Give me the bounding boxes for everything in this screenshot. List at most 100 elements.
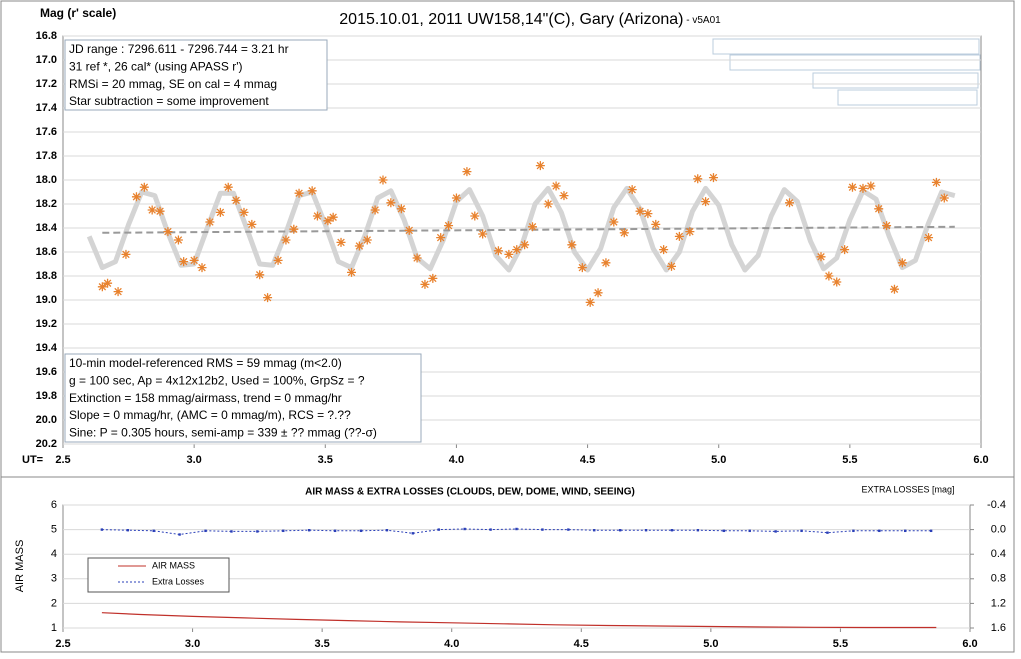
- y-tick-label: 17.8: [36, 150, 57, 162]
- series-marker: [644, 529, 648, 532]
- series-marker: [359, 529, 363, 533]
- data-point: [701, 197, 711, 207]
- y-tick-label: 6: [51, 499, 57, 511]
- data-point: [551, 181, 561, 191]
- data-point: [255, 270, 265, 280]
- y-tick-label: 19.8: [36, 390, 57, 402]
- series-marker: [178, 533, 181, 536]
- data-point: [323, 216, 333, 226]
- data-point: [312, 211, 322, 221]
- annotation-line: Star subtraction = some improvement: [69, 94, 269, 108]
- y-tick-label: 20.0: [36, 414, 57, 426]
- data-point: [816, 252, 826, 262]
- empty-box: [837, 89, 978, 106]
- data-point: [139, 182, 149, 192]
- y-tick-label: 4: [51, 548, 57, 560]
- y-tick-label: 20.2: [36, 438, 57, 450]
- series-line: [101, 528, 932, 536]
- empty-box: [729, 54, 981, 71]
- y-tick-label: 19.2: [36, 318, 57, 330]
- y2-axis-label: EXTRA LOSSES [mag]: [861, 484, 954, 494]
- y-tick-label: 1: [51, 622, 57, 634]
- x-tick-label: 6.0: [973, 454, 988, 466]
- data-point: [307, 186, 317, 196]
- x-tick-label: 4.5: [580, 454, 595, 466]
- data-point: [601, 258, 611, 268]
- data-point: [527, 222, 537, 232]
- data-point: [354, 241, 364, 251]
- data-point: [197, 263, 207, 273]
- legend-frame: [87, 557, 230, 593]
- data-point: [179, 257, 189, 267]
- series-marker: [411, 532, 415, 535]
- y2-tick-label: 0.8: [991, 573, 1006, 585]
- data-point: [289, 224, 299, 234]
- data-point: [504, 249, 514, 259]
- series-marker: [230, 530, 233, 533]
- data-point: [205, 217, 215, 227]
- data-point: [832, 277, 842, 287]
- data-point: [396, 204, 406, 214]
- annotation-line: JD range : 7296.611 - 7296.744 = 3.21 hr: [69, 42, 289, 56]
- series-marker: [696, 529, 700, 532]
- data-point: [785, 198, 795, 208]
- annotation-line: RMSi = 20 mmag, SE on cal = 4 mmag: [69, 77, 277, 91]
- x-tick-label: 2.5: [55, 454, 70, 466]
- chart-title: AIR MASS & EXTRA LOSSES (CLOUDS, DEW, DO…: [305, 487, 635, 498]
- y-tick-label: 18.8: [36, 270, 57, 282]
- data-point: [412, 253, 422, 263]
- data-point: [281, 235, 291, 245]
- data-point: [619, 228, 629, 238]
- data-point: [428, 273, 438, 283]
- series-marker: [800, 529, 803, 533]
- data-point: [121, 249, 131, 259]
- series-marker: [333, 529, 337, 533]
- y2-tick-label: 0.4: [991, 548, 1006, 560]
- series-marker: [152, 529, 155, 533]
- data-point: [328, 212, 338, 222]
- series-marker: [618, 529, 622, 532]
- data-point: [131, 192, 141, 202]
- data-point: [667, 261, 677, 271]
- data-point: [559, 191, 569, 201]
- data-point: [362, 235, 372, 245]
- data-point: [294, 188, 304, 198]
- y2-tick-label: 0.0: [991, 524, 1006, 536]
- y-axis-label: Mag (r' scale): [40, 6, 116, 20]
- trend-line: [102, 225, 955, 234]
- series-marker: [489, 528, 492, 531]
- data-point: [404, 225, 414, 235]
- legend-label: AIR MASS: [152, 560, 195, 570]
- data-point: [478, 229, 488, 239]
- y2-tick-label: 1.2: [991, 597, 1006, 609]
- x-tick-label: 5.0: [711, 454, 726, 466]
- data-point: [643, 209, 653, 219]
- data-point: [882, 221, 892, 231]
- data-point: [273, 255, 283, 265]
- data-point: [858, 183, 868, 193]
- y-tick-label: 2: [51, 597, 57, 609]
- subtitle: - v5A01: [683, 15, 721, 26]
- data-point: [113, 287, 123, 297]
- y-tick-label: 5: [51, 524, 57, 536]
- data-point: [451, 193, 461, 203]
- data-point: [889, 284, 899, 294]
- annotation-line: 10-min model-referenced RMS = 59 mmag (m…: [69, 356, 342, 370]
- data-point: [147, 205, 157, 215]
- series-marker: [437, 528, 440, 531]
- data-point: [651, 219, 661, 229]
- series-marker: [878, 529, 881, 533]
- data-point: [874, 204, 884, 214]
- x-tick-label: 5.5: [842, 454, 857, 466]
- x-tick-label: 4.0: [444, 638, 459, 650]
- data-point: [420, 279, 430, 289]
- data-point: [444, 221, 454, 231]
- data-point: [493, 246, 503, 256]
- data-point: [470, 211, 480, 221]
- annotation-line: Sine: P = 0.305 hours, semi-amp = 339 ± …: [69, 425, 377, 439]
- annotation-line: 31 ref *, 26 cal* (using APASS r'): [69, 59, 242, 73]
- series-marker: [567, 528, 570, 531]
- y-tick-label: 18.6: [36, 246, 57, 258]
- data-point: [239, 207, 249, 217]
